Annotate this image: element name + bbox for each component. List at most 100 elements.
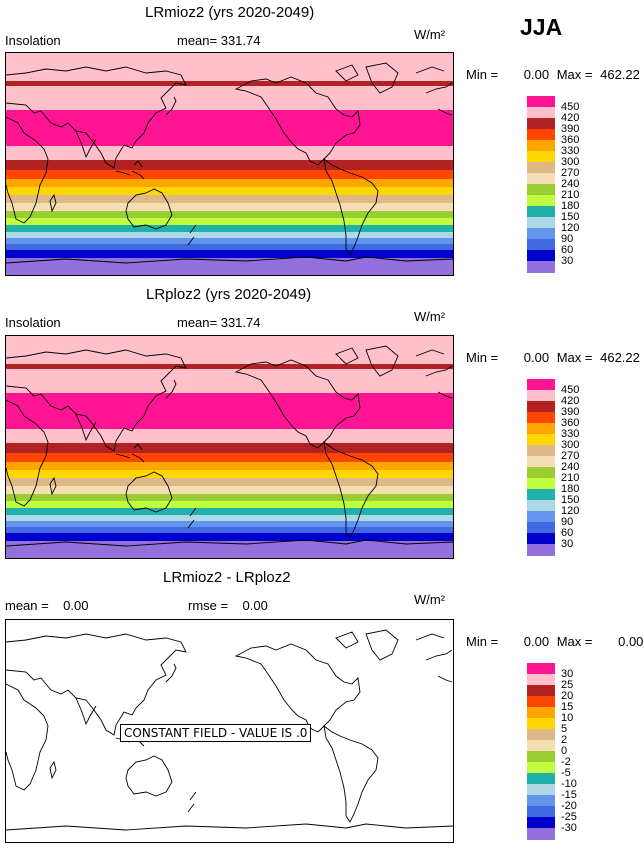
coastline xyxy=(6,116,49,224)
colorbar-swatch xyxy=(527,740,555,752)
colorbar-swatch xyxy=(527,795,555,807)
colorbar-swatch xyxy=(527,401,555,413)
panel1-max-value: 462.22 xyxy=(600,67,640,82)
colorbar-level-label: 360 xyxy=(561,416,580,429)
panel2-colorbar: 450 420 390 360 330 300 270 240 210 180 150 120 90 60… xyxy=(527,379,579,556)
colorbar-level-label: 210 xyxy=(561,188,580,201)
colorbar-swatch xyxy=(527,250,555,262)
panel3-coastlines xyxy=(6,629,453,831)
colorbar-swatch xyxy=(527,511,555,523)
coastline xyxy=(335,345,399,377)
latitude-band xyxy=(6,218,453,226)
coastline xyxy=(6,823,453,831)
colorbar-level-label: 60 xyxy=(561,526,574,539)
latitude-band xyxy=(6,244,453,251)
latitude-band xyxy=(6,521,453,528)
panel1-colorbar: 450 420 390 360 330 300 270 240 210 180 150 120 90 60… xyxy=(527,96,579,273)
panel2-title: LRploz2 (yrs 2020-2049) xyxy=(146,286,312,303)
panel3-mean: mean = 0.00 xyxy=(5,598,89,613)
colorbar-swatch xyxy=(527,489,555,501)
colorbar-swatch xyxy=(527,544,555,556)
panel2-max-label: Max = xyxy=(556,350,593,365)
coastline xyxy=(234,359,361,449)
latitude-band xyxy=(6,146,453,161)
latitude-band xyxy=(6,364,453,370)
colorbar-level-label: 270 xyxy=(561,449,580,462)
latitude-band xyxy=(6,170,453,180)
colorbar-swatch xyxy=(527,828,555,840)
colorbar-swatch xyxy=(527,107,555,119)
coastline xyxy=(415,66,453,116)
colorbar-swatch xyxy=(527,817,555,829)
colorbar-level-label: 30 xyxy=(561,537,574,550)
coastline xyxy=(75,130,97,159)
colorbar-level-label: 330 xyxy=(561,427,580,440)
coastline xyxy=(187,507,197,529)
coastline xyxy=(165,96,177,116)
colorbar-swatch xyxy=(527,434,555,446)
panel2-map xyxy=(5,335,454,559)
panel2-minmax: Min = 0.00 Max = 462.22 xyxy=(466,350,640,365)
coastline xyxy=(323,440,379,539)
panel2-max-value: 462.22 xyxy=(600,350,640,365)
colorbar-swatch xyxy=(527,478,555,490)
colorbar-swatch xyxy=(527,456,555,468)
colorbar-level-label: 15 xyxy=(561,700,574,713)
colorbar-level-label: -20 xyxy=(561,799,577,812)
colorbar-level-label: 330 xyxy=(561,144,580,157)
colorbar-level-label: 0 xyxy=(561,744,568,757)
coastline xyxy=(6,633,187,736)
colorbar-swatch xyxy=(527,261,555,273)
panel2-insolation-bands xyxy=(6,336,453,558)
colorbar-swatch xyxy=(527,206,555,218)
colorbar-swatch xyxy=(527,96,555,108)
latitude-band xyxy=(6,203,453,212)
coastline xyxy=(165,379,177,399)
colorbar-swatch xyxy=(527,129,555,141)
panel3-max-value: 0.00 xyxy=(618,634,644,649)
colorbar-swatch xyxy=(527,784,555,796)
colorbar-swatch xyxy=(527,412,555,424)
colorbar-level-label: 270 xyxy=(561,166,580,179)
colorbar-level-label: 210 xyxy=(561,471,580,484)
colorbar-level-label: 5 xyxy=(561,722,568,735)
latitude-band xyxy=(6,429,453,444)
colorbar-level-label: 25 xyxy=(561,678,574,691)
panel2-field-label: Insolation xyxy=(5,315,61,330)
latitude-band xyxy=(6,336,453,365)
coastline xyxy=(165,663,177,683)
colorbar-swatch xyxy=(527,184,555,196)
panel2-mean: mean= 331.74 xyxy=(177,315,261,330)
colorbar-swatch xyxy=(527,173,555,185)
latitude-band xyxy=(6,470,453,479)
colorbar-swatch xyxy=(527,533,555,545)
latitude-band xyxy=(6,195,453,204)
colorbar-level-label: 90 xyxy=(561,515,574,528)
coastline xyxy=(6,349,187,452)
colorbar-level-label: -10 xyxy=(561,777,577,790)
season-label: JJA xyxy=(520,14,563,40)
colorbar-level-label: 360 xyxy=(561,133,580,146)
panel1-insolation-bands xyxy=(6,53,453,275)
panel1-max-label: Max = xyxy=(556,67,593,82)
colorbar-level-label: 180 xyxy=(561,482,580,495)
latitude-band xyxy=(6,81,453,87)
panel3-min-label: Min = xyxy=(466,634,499,649)
colorbar-level-label: 60 xyxy=(561,243,574,256)
colorbar-swatch xyxy=(527,217,555,229)
coastline xyxy=(234,643,361,733)
colorbar-level-label: -15 xyxy=(561,788,577,801)
latitude-band xyxy=(6,250,453,259)
latitude-band xyxy=(6,515,453,522)
colorbar-swatch xyxy=(527,696,555,708)
panel1-mean: mean= 331.74 xyxy=(177,33,261,48)
colorbar-swatch xyxy=(527,239,555,251)
colorbar-swatch xyxy=(527,663,555,675)
panel3-max-label: Max = xyxy=(556,634,593,649)
colorbar-level-label: -25 xyxy=(561,810,577,823)
latitude-band xyxy=(6,187,453,196)
colorbar-level-label: 450 xyxy=(561,100,580,113)
panel1-min-value: 0.00 xyxy=(523,67,550,82)
coastline xyxy=(6,539,453,547)
coastline xyxy=(6,399,49,507)
